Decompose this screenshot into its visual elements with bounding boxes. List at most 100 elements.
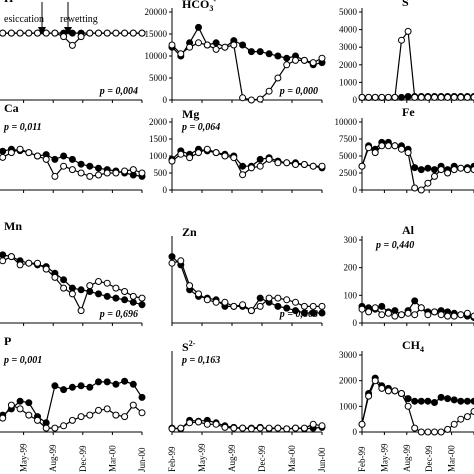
data-point	[95, 29, 102, 37]
data-point	[470, 93, 474, 101]
y-tick-label: 10000	[145, 51, 168, 61]
data-point	[203, 296, 211, 304]
y-tick-label: 100	[344, 290, 358, 300]
data-point	[463, 309, 471, 317]
data-point	[230, 424, 238, 432]
y-tick-label: 1000	[339, 401, 358, 411]
series-line-open	[171, 260, 322, 312]
data-point	[398, 36, 405, 44]
data-point	[168, 259, 176, 267]
p-value-label: p = 0,663	[279, 309, 318, 320]
data-point	[274, 159, 282, 167]
x-tick-label: Mar-00	[447, 445, 457, 472]
p-value-label: p = 0,064	[181, 122, 220, 133]
y-tick-label: 5000	[149, 73, 168, 83]
data-point	[112, 380, 120, 388]
data-point	[318, 309, 326, 317]
panel-title: Mg	[182, 107, 199, 121]
data-point	[384, 309, 392, 317]
data-point	[247, 425, 255, 433]
data-point	[42, 155, 50, 163]
data-point	[0, 153, 7, 161]
data-point	[391, 387, 399, 395]
data-point	[318, 302, 326, 310]
data-point	[129, 29, 137, 37]
data-point	[450, 396, 458, 404]
data-point	[68, 290, 76, 298]
data-point	[121, 288, 129, 295]
data-point	[274, 74, 282, 82]
x-tick-label: Jun-00	[317, 447, 327, 472]
data-point	[230, 154, 238, 162]
data-point	[60, 422, 68, 430]
data-point	[212, 420, 220, 428]
data-point	[417, 93, 425, 101]
data-point	[365, 93, 373, 101]
data-point	[457, 93, 465, 101]
data-point	[417, 397, 425, 405]
data-point	[444, 425, 452, 433]
data-point	[0, 147, 7, 155]
panel-title: P	[4, 334, 11, 348]
series-line-open	[171, 148, 322, 176]
data-point	[7, 401, 15, 409]
data-point	[457, 415, 465, 423]
data-point	[168, 253, 176, 261]
data-point	[186, 282, 194, 290]
y-tick-label: 1000	[339, 77, 358, 87]
data-point	[450, 420, 458, 428]
y-tick-label: 0	[353, 185, 358, 195]
data-point	[411, 297, 419, 305]
data-point	[256, 48, 264, 56]
data-point	[431, 172, 438, 180]
data-point	[300, 161, 308, 168]
data-point	[283, 159, 291, 167]
data-point	[60, 386, 68, 394]
data-point	[121, 413, 129, 421]
data-point	[103, 169, 111, 177]
y-tick-label: 3000	[339, 350, 358, 360]
data-point	[398, 390, 405, 397]
p-value-label: p = 0,696	[99, 309, 138, 320]
title-subscript: 3	[209, 4, 213, 13]
data-point	[25, 149, 33, 157]
data-point	[292, 307, 299, 315]
data-point	[7, 29, 15, 37]
data-point	[112, 29, 120, 37]
data-point	[292, 424, 299, 432]
data-point	[256, 162, 264, 170]
y-tick-label: 0	[353, 318, 358, 328]
data-point	[42, 29, 50, 37]
data-point	[470, 312, 474, 320]
panel-title: Zn	[182, 225, 197, 239]
data-point	[25, 399, 33, 407]
data-point	[212, 39, 220, 47]
p-value-label: p = 0,000	[279, 86, 318, 97]
y-tick-label: 0	[163, 185, 168, 195]
data-point	[274, 302, 282, 310]
data-point	[138, 393, 146, 401]
chart-panel-11: S2-p = 0,163 Feb-99 May-99 Aug-99 Dec-99 Mar-…	[167, 339, 327, 472]
rewetting-label: rewetting	[60, 14, 98, 25]
data-point	[86, 29, 94, 37]
panel-title: CH4	[402, 338, 424, 354]
data-point	[16, 145, 24, 153]
data-point	[112, 294, 120, 302]
data-point	[230, 41, 238, 49]
data-point	[283, 61, 291, 69]
data-point	[463, 166, 471, 174]
x-tick-label: Aug-99	[227, 444, 237, 472]
data-point	[86, 172, 94, 180]
data-point	[60, 284, 68, 292]
data-point	[378, 142, 386, 150]
data-point	[265, 50, 273, 58]
data-point	[103, 279, 111, 287]
data-point	[431, 308, 438, 316]
data-point	[195, 418, 202, 426]
data-point	[384, 387, 392, 395]
data-point	[60, 162, 68, 170]
data-point	[77, 160, 85, 168]
data-point	[86, 162, 94, 170]
data-point	[457, 164, 465, 172]
data-point	[95, 378, 102, 386]
